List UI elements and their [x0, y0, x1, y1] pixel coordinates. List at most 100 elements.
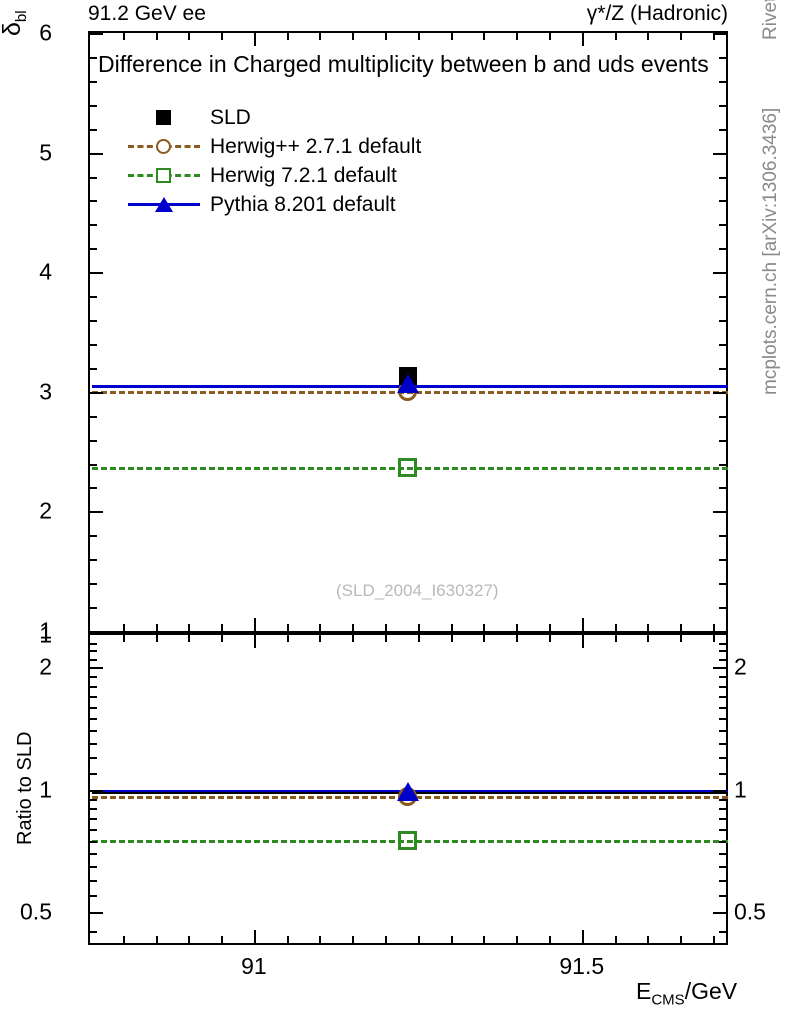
- tick-mark: [719, 607, 726, 609]
- tick-mark: [719, 730, 726, 732]
- tick-mark: [516, 635, 518, 642]
- legend-label-sld: SLD: [210, 105, 251, 129]
- tick-mark: [90, 320, 97, 322]
- tick-mark: [719, 368, 726, 370]
- ratio-marker-pythia: [397, 782, 419, 801]
- tick-mark: [680, 624, 682, 631]
- tick-mark: [319, 33, 321, 40]
- tick-mark: [385, 33, 387, 40]
- tick-mark: [713, 631, 726, 633]
- tick-mark: [418, 33, 420, 40]
- tick-mark: [156, 33, 158, 40]
- ratio-line-herwig7: [92, 840, 728, 843]
- tick-mark: [90, 511, 103, 513]
- tick-mark: [713, 667, 726, 669]
- tick-mark: [719, 841, 726, 843]
- marker-pythia: [397, 374, 419, 393]
- mcplots-source-label: mcplots.cern.ch [arXiv:1306.3436]: [760, 107, 781, 395]
- tick-mark: [352, 936, 354, 943]
- tick-mark: [483, 33, 485, 40]
- tick-mark: [418, 635, 420, 642]
- tick-mark: [713, 33, 726, 35]
- tick-mark: [90, 392, 103, 394]
- tick-mark: [719, 643, 726, 645]
- ratio-plot-panel: [88, 633, 728, 945]
- tick-mark: [90, 818, 97, 820]
- tick-mark: [90, 696, 97, 698]
- tick-mark: [713, 392, 726, 394]
- tick-mark: [719, 296, 726, 298]
- tick-mark: [451, 624, 453, 631]
- tick-mark: [719, 829, 726, 831]
- legend-label-herwig7: Herwig 7.2.1 default: [210, 163, 397, 187]
- y-tick-label: 5: [39, 139, 52, 166]
- tick-mark: [719, 773, 726, 775]
- tick-mark: [713, 912, 726, 914]
- tick-mark: [713, 936, 715, 943]
- tick-mark: [90, 272, 103, 274]
- tick-mark: [254, 635, 256, 648]
- tick-mark: [549, 936, 551, 943]
- tick-mark: [516, 936, 518, 943]
- tick-mark: [582, 930, 584, 943]
- tick-mark: [90, 912, 103, 914]
- tick-mark: [156, 624, 158, 631]
- tick-mark: [385, 624, 387, 631]
- tick-mark: [123, 936, 125, 943]
- tick-mark: [719, 440, 726, 442]
- tick-mark: [713, 624, 715, 631]
- tick-mark: [647, 635, 649, 642]
- tick-mark: [254, 33, 256, 46]
- tick-mark: [719, 487, 726, 489]
- tick-mark: [713, 153, 726, 155]
- circle-open-icon: [156, 139, 171, 154]
- tick-mark: [719, 880, 726, 882]
- x-tick-label: 91: [241, 953, 267, 979]
- tick-mark: [90, 153, 103, 155]
- tick-mark: [90, 880, 97, 882]
- rivet-version-label: Rivet 4.1.0, ≥ 100k events: [760, 0, 782, 40]
- tick-mark: [90, 790, 103, 792]
- tick-mark: [287, 936, 289, 943]
- tick-mark: [719, 866, 726, 868]
- tick-mark: [516, 624, 518, 631]
- legend-key-herwig7: [128, 161, 200, 190]
- tick-mark: [90, 177, 97, 179]
- tick-mark: [90, 440, 97, 442]
- tick-mark: [418, 624, 420, 631]
- tick-mark: [647, 936, 649, 943]
- y-tick-label: 1: [39, 617, 52, 644]
- tick-mark: [90, 105, 97, 107]
- tick-mark: [615, 635, 617, 642]
- tick-mark: [483, 936, 485, 943]
- tick-mark: [713, 511, 726, 513]
- tick-mark: [719, 743, 726, 745]
- tick-mark: [582, 33, 584, 46]
- tick-mark: [90, 799, 97, 801]
- marker-herwig7: [398, 458, 417, 477]
- tick-mark: [90, 895, 97, 897]
- tick-mark: [719, 676, 726, 678]
- y-tick-label: 1: [39, 621, 52, 648]
- tick-mark: [647, 624, 649, 631]
- tick-mark: [90, 757, 97, 759]
- tick-mark: [418, 936, 420, 943]
- tick-mark: [647, 33, 649, 40]
- tick-mark: [123, 33, 125, 40]
- tick-mark: [516, 33, 518, 40]
- tick-mark: [188, 33, 190, 40]
- tick-mark: [615, 936, 617, 943]
- tick-mark: [719, 57, 726, 59]
- legend-label-pythia: Pythia 8.201 default: [210, 192, 396, 216]
- tick-mark: [719, 464, 726, 466]
- tick-mark: [719, 200, 726, 202]
- tick-mark: [713, 272, 726, 274]
- tick-mark: [90, 667, 103, 669]
- legend-key-sld: [128, 103, 200, 132]
- ratio-y-tick-label-right: 0.5: [734, 898, 766, 925]
- tick-mark: [90, 853, 97, 855]
- tick-mark: [719, 799, 726, 801]
- legend-item-sld: SLD: [128, 103, 421, 132]
- tick-mark: [615, 624, 617, 631]
- tick-mark: [719, 81, 726, 83]
